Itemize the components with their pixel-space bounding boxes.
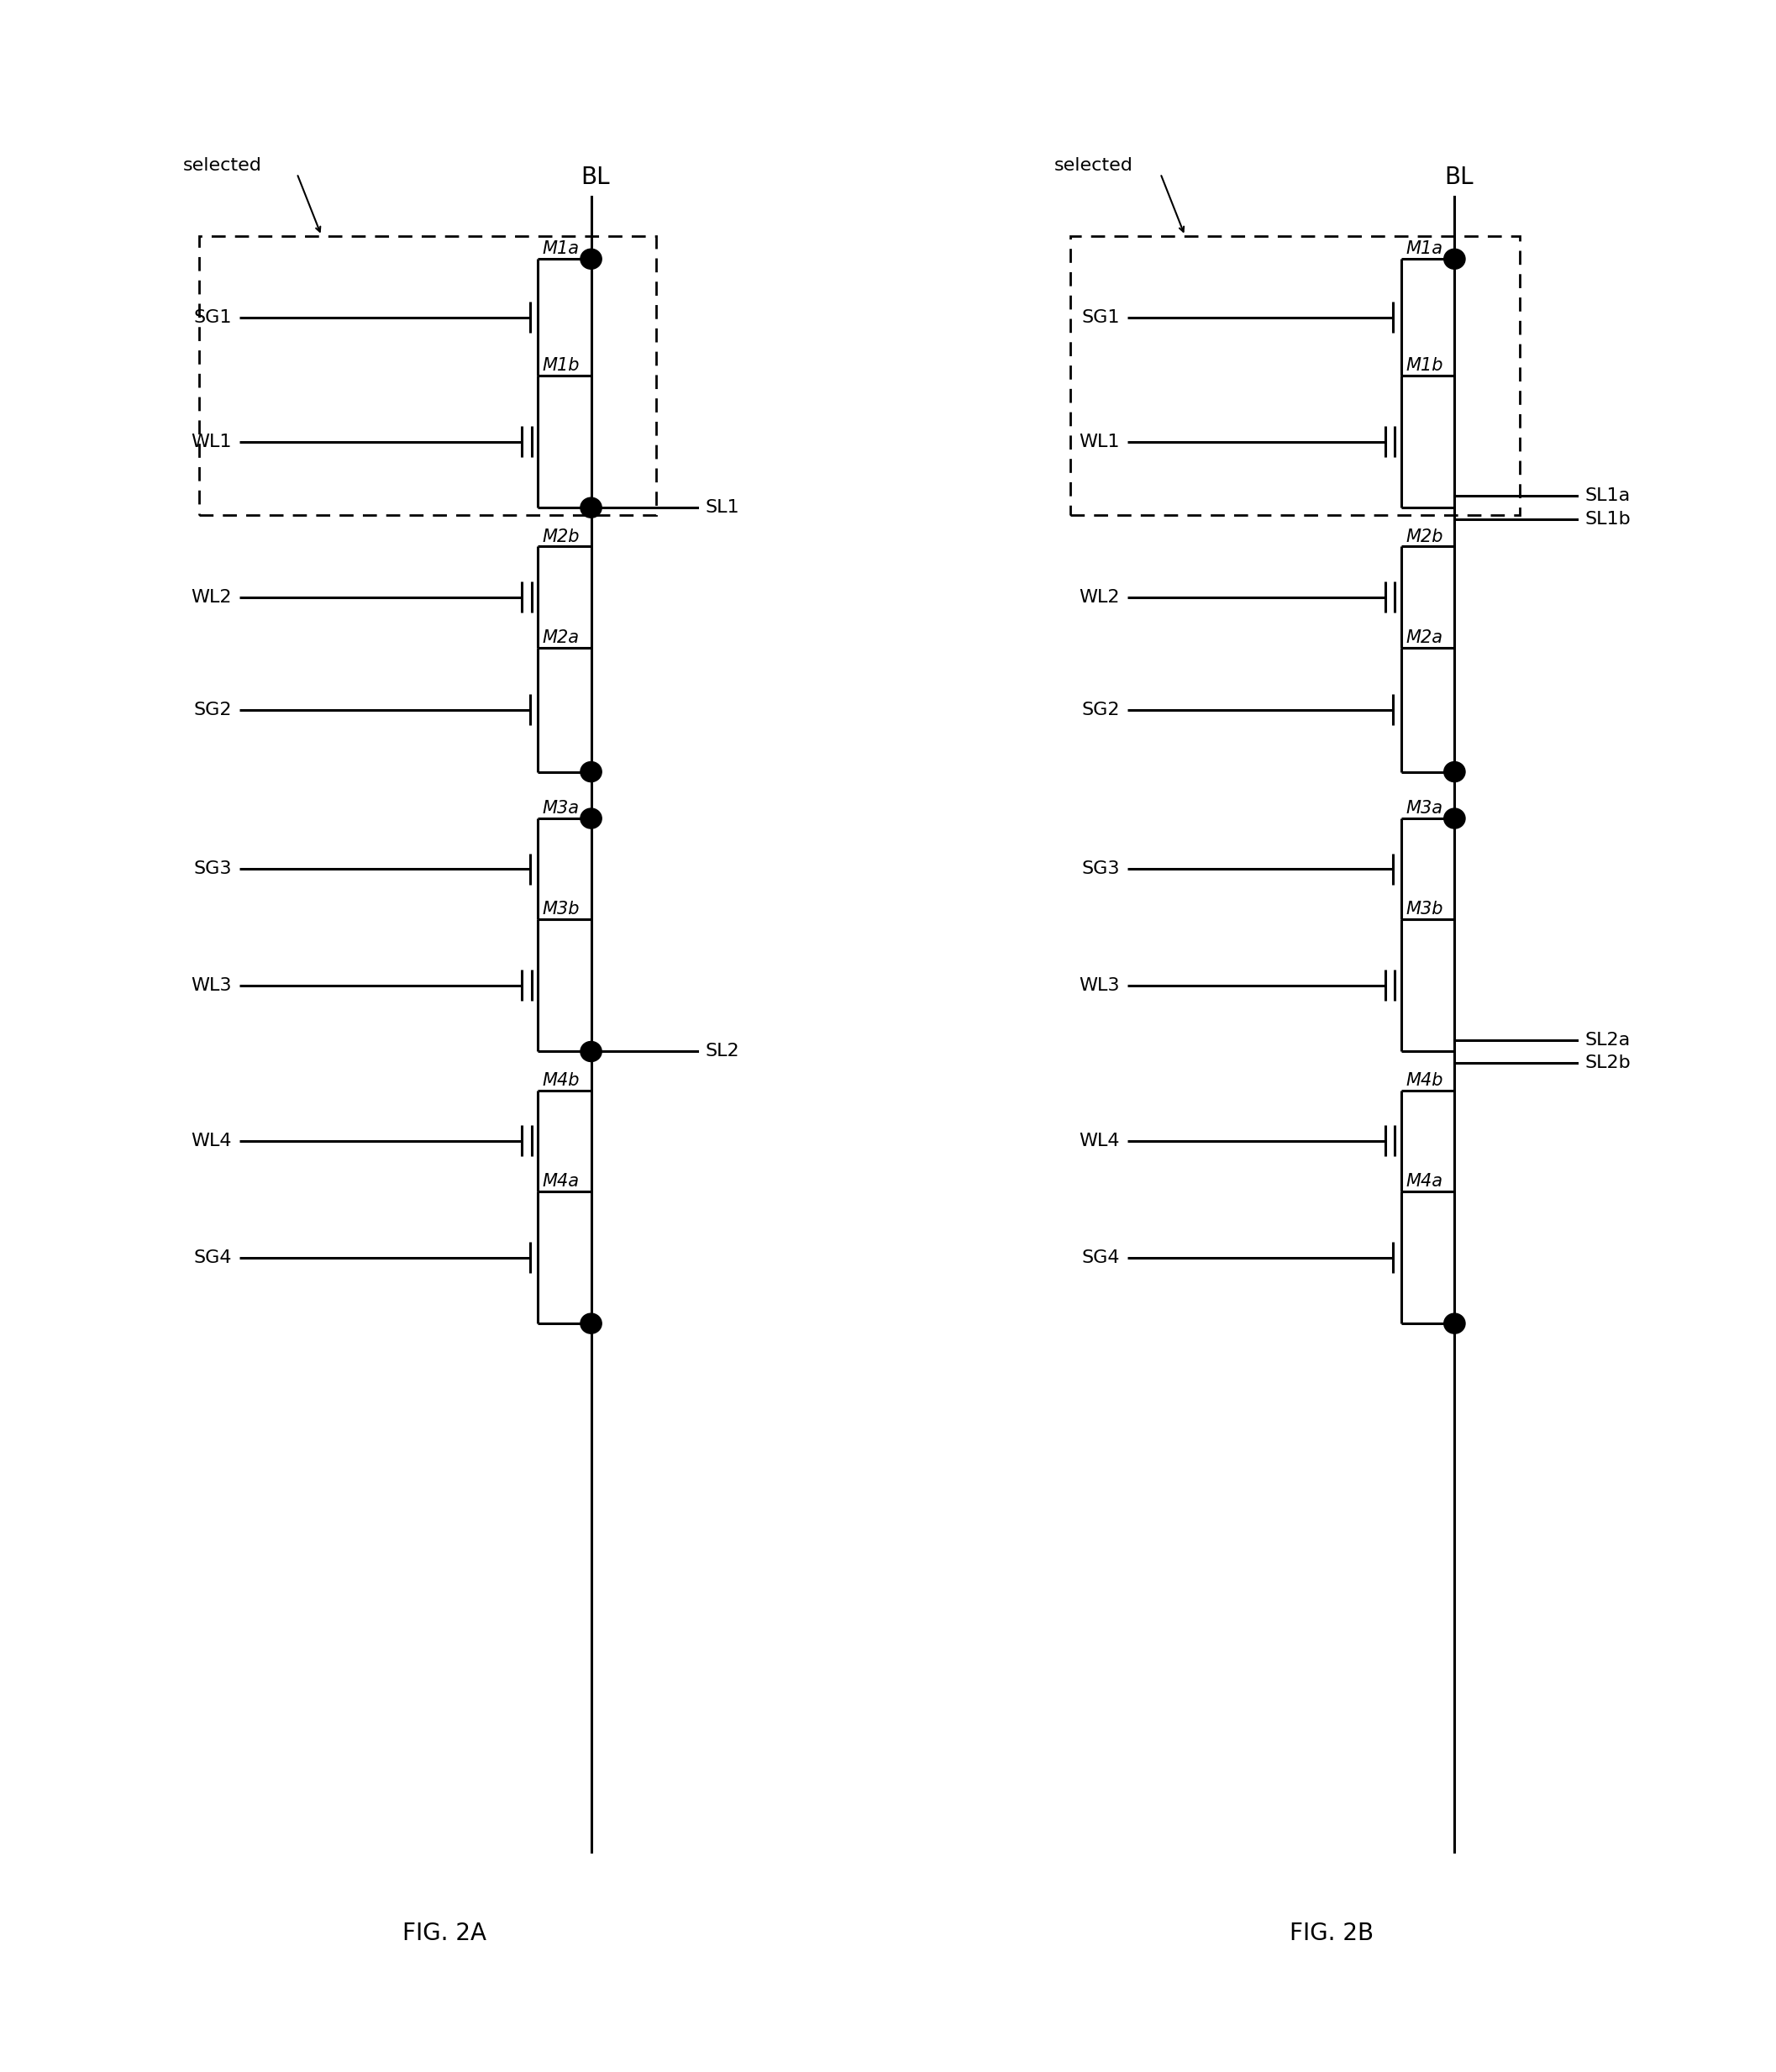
Text: SG4: SG4 <box>194 1249 231 1266</box>
Text: M3a: M3a <box>1405 800 1442 816</box>
Text: SL1b: SL1b <box>1586 512 1630 528</box>
Text: SG4: SG4 <box>1082 1249 1119 1266</box>
Circle shape <box>1444 1314 1465 1334</box>
Text: WL2: WL2 <box>1078 588 1119 605</box>
Text: M4a: M4a <box>542 1173 579 1189</box>
Circle shape <box>581 762 602 781</box>
Text: SG3: SG3 <box>1082 860 1119 876</box>
Text: selected: selected <box>183 157 261 174</box>
Text: SG1: SG1 <box>1082 309 1119 325</box>
Text: M2b: M2b <box>1405 528 1442 545</box>
Circle shape <box>1444 762 1465 781</box>
Text: M1b: M1b <box>1405 356 1442 375</box>
Text: SL1: SL1 <box>705 499 739 516</box>
Circle shape <box>1444 249 1465 269</box>
Circle shape <box>581 249 602 269</box>
Text: SL2: SL2 <box>705 1042 739 1061</box>
Text: M4b: M4b <box>542 1071 579 1090</box>
Bar <box>1071 236 1520 516</box>
Text: WL2: WL2 <box>190 588 231 605</box>
Text: SG2: SG2 <box>194 700 231 719</box>
Text: FIG. 2A: FIG. 2A <box>401 1921 487 1946</box>
Text: WL1: WL1 <box>190 433 231 450</box>
Text: SL2b: SL2b <box>1586 1055 1630 1071</box>
Text: M1a: M1a <box>542 240 579 257</box>
Text: SL1a: SL1a <box>1586 487 1630 503</box>
Circle shape <box>1444 808 1465 829</box>
Text: M4a: M4a <box>1405 1173 1442 1189</box>
Text: WL3: WL3 <box>190 978 231 995</box>
Text: M2b: M2b <box>542 528 579 545</box>
Text: WL4: WL4 <box>1078 1133 1119 1150</box>
Text: SL2a: SL2a <box>1586 1032 1630 1048</box>
Text: SG2: SG2 <box>1082 700 1119 719</box>
Text: M3b: M3b <box>542 901 579 918</box>
Text: WL4: WL4 <box>190 1133 231 1150</box>
Text: M2a: M2a <box>1405 630 1442 646</box>
Circle shape <box>581 1314 602 1334</box>
Circle shape <box>581 1042 602 1061</box>
Text: M1b: M1b <box>542 356 579 375</box>
Text: M1a: M1a <box>1405 240 1442 257</box>
Text: M3b: M3b <box>1405 901 1442 918</box>
Bar <box>199 236 657 516</box>
Circle shape <box>581 808 602 829</box>
Text: SG1: SG1 <box>194 309 231 325</box>
Text: BL: BL <box>581 166 609 189</box>
Text: FIG. 2B: FIG. 2B <box>1289 1921 1375 1946</box>
Text: selected: selected <box>1055 157 1133 174</box>
Text: M3a: M3a <box>542 800 579 816</box>
Circle shape <box>581 497 602 518</box>
Text: SG3: SG3 <box>194 860 231 876</box>
Text: WL3: WL3 <box>1078 978 1119 995</box>
Text: BL: BL <box>1444 166 1472 189</box>
Text: M4b: M4b <box>1405 1071 1442 1090</box>
Text: M2a: M2a <box>542 630 579 646</box>
Text: WL1: WL1 <box>1078 433 1119 450</box>
